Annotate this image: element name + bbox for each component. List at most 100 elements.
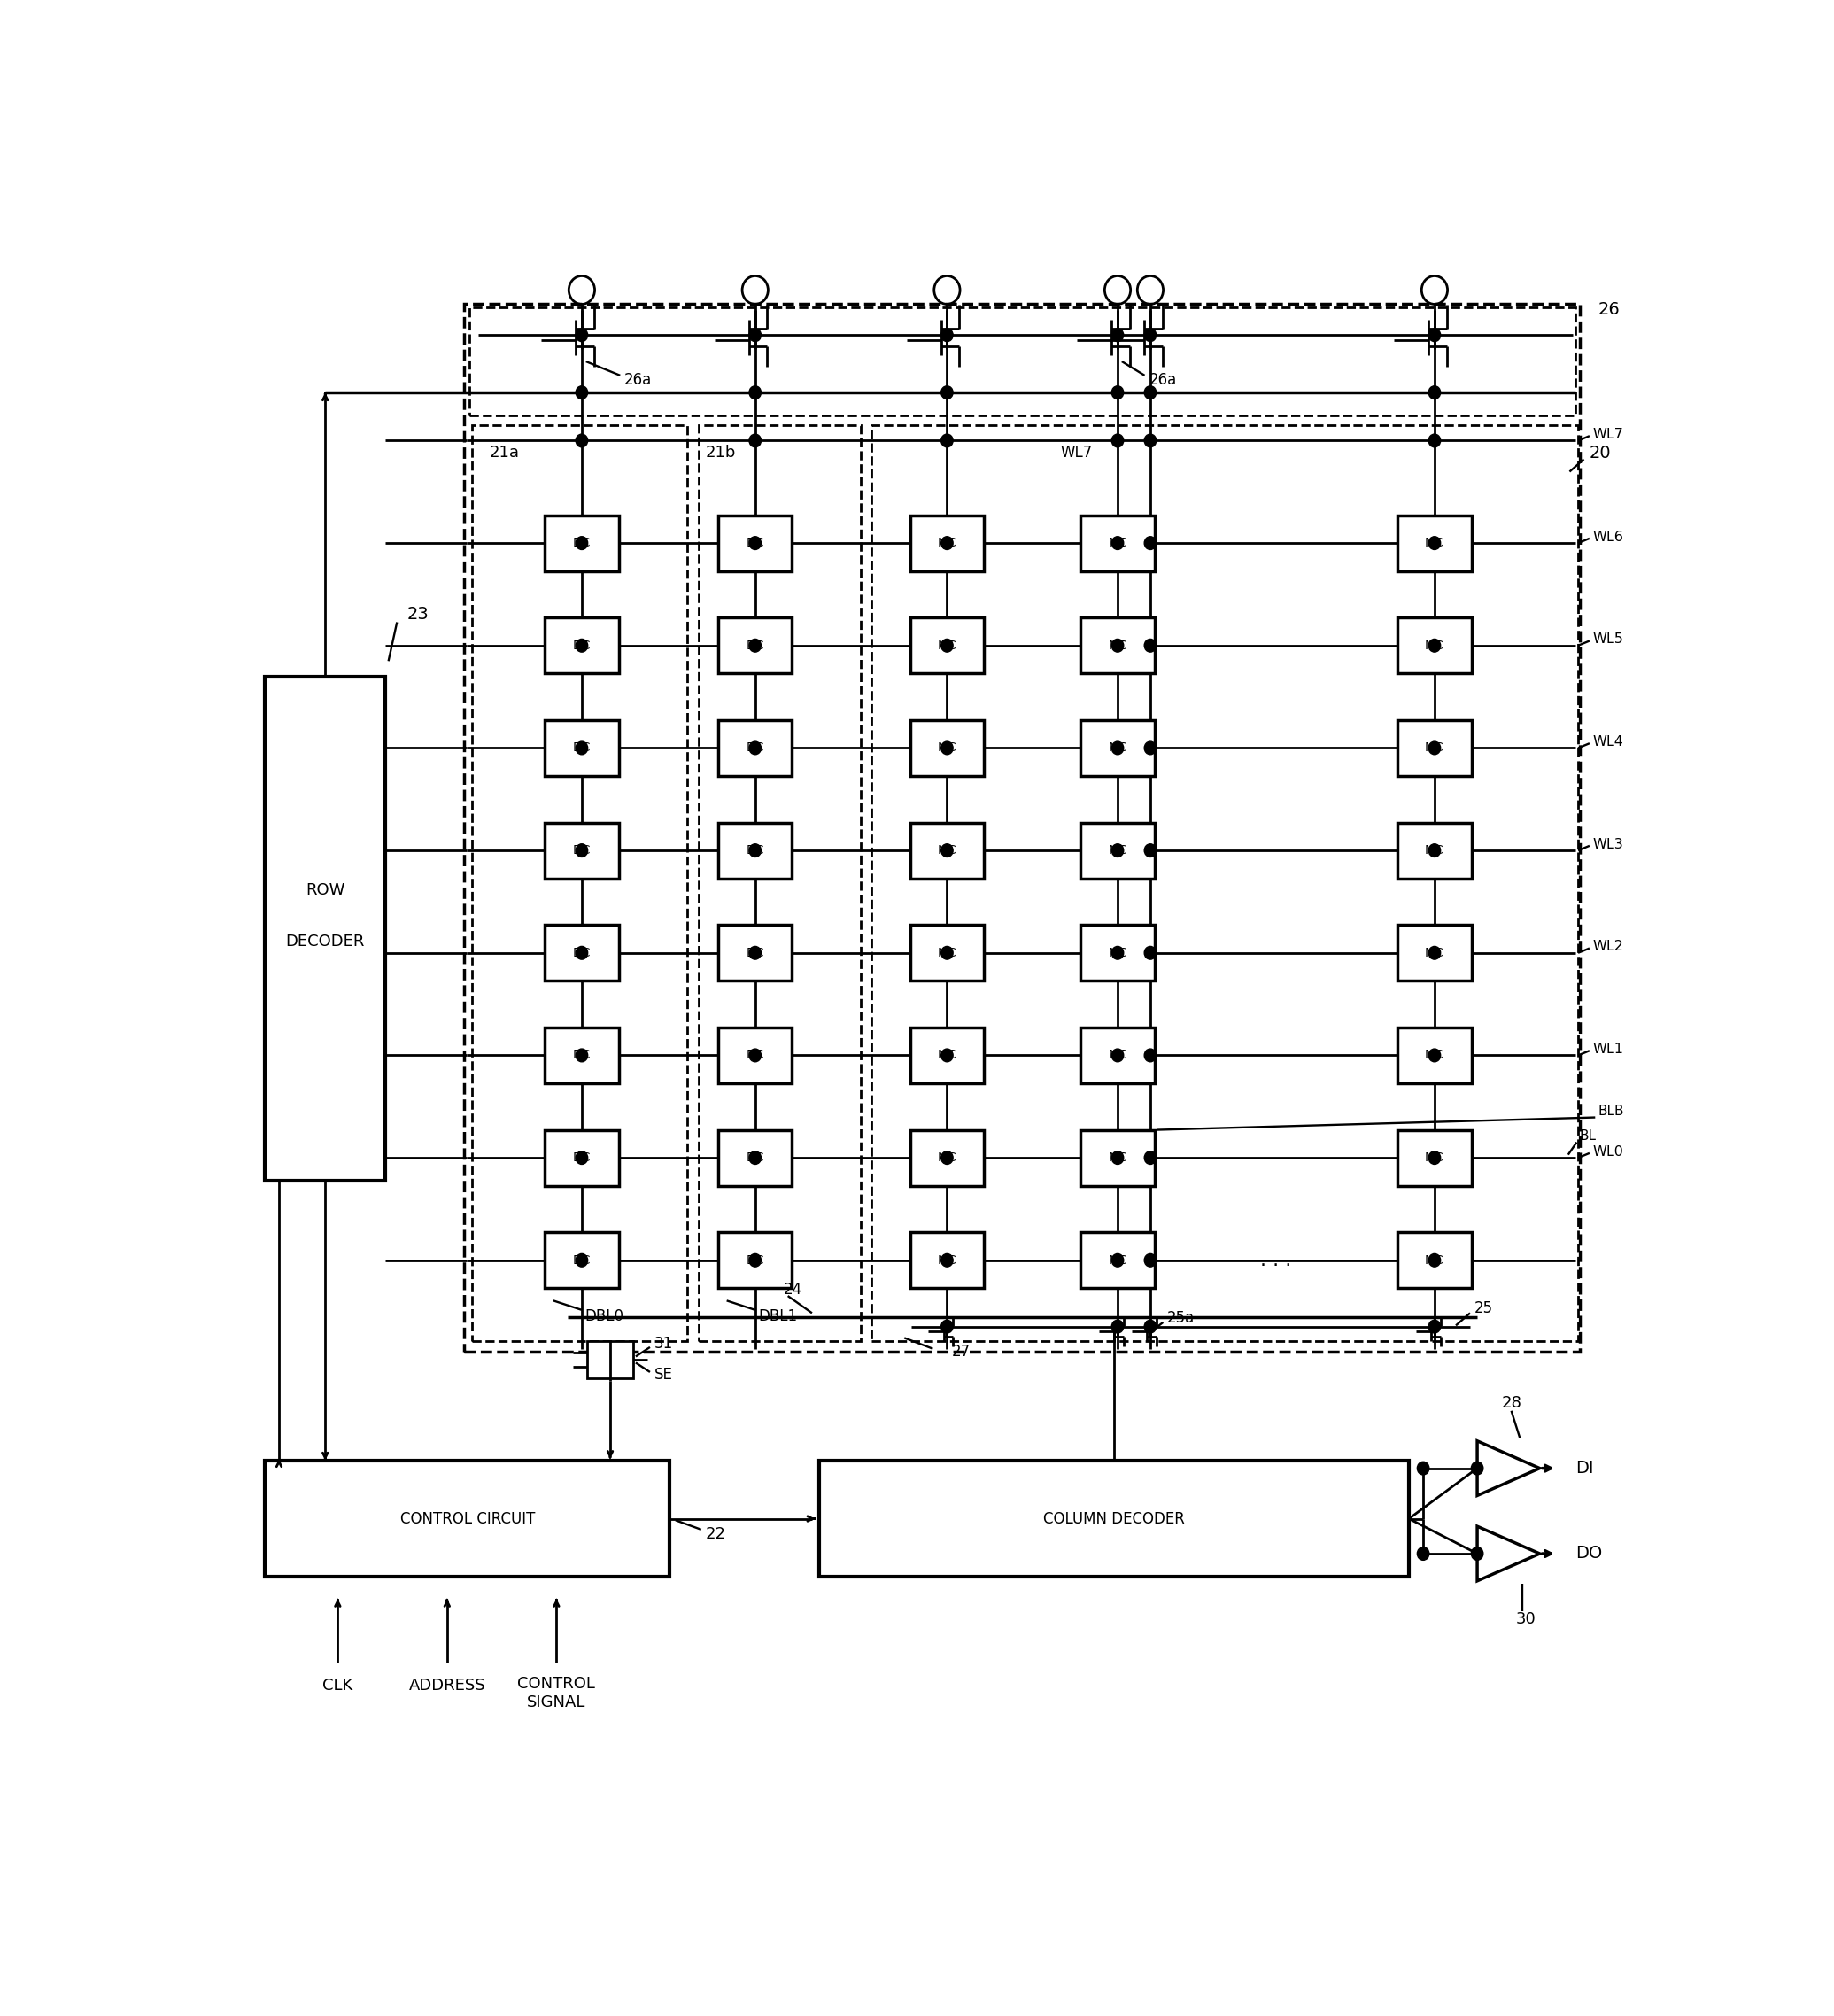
Text: BLB: BLB: [1597, 1105, 1625, 1117]
Text: 26a: 26a: [624, 373, 653, 387]
Bar: [910, 823, 985, 879]
Bar: [719, 1232, 792, 1288]
Circle shape: [576, 385, 587, 399]
Circle shape: [1144, 433, 1155, 448]
Text: DC: DC: [572, 536, 591, 548]
Bar: [719, 925, 792, 982]
Text: WL4: WL4: [1592, 736, 1623, 748]
Text: 28: 28: [1502, 1395, 1522, 1411]
Circle shape: [1471, 1546, 1484, 1560]
Circle shape: [941, 329, 954, 341]
Circle shape: [1144, 742, 1155, 754]
Text: MC: MC: [1425, 1151, 1443, 1163]
Bar: [719, 720, 792, 776]
Circle shape: [748, 329, 761, 341]
Bar: [719, 617, 792, 673]
Text: COLUMN DECODER: COLUMN DECODER: [1044, 1510, 1185, 1526]
Text: WL7: WL7: [1592, 427, 1623, 442]
Bar: [1080, 1129, 1155, 1185]
Circle shape: [1144, 639, 1155, 651]
Text: BL: BL: [1579, 1129, 1596, 1143]
Text: 25: 25: [1475, 1300, 1493, 1316]
Bar: [910, 1028, 985, 1083]
Text: SE: SE: [655, 1367, 673, 1383]
Bar: [910, 1129, 985, 1185]
Circle shape: [576, 1254, 587, 1266]
Circle shape: [1429, 639, 1440, 651]
Circle shape: [1429, 1320, 1440, 1333]
Bar: [587, 1341, 633, 1379]
Text: MC: MC: [1108, 948, 1128, 960]
Circle shape: [941, 1048, 954, 1062]
Text: MC: MC: [1108, 742, 1128, 754]
Text: WL0: WL0: [1592, 1145, 1623, 1159]
Circle shape: [1471, 1462, 1484, 1476]
Bar: [910, 1232, 985, 1288]
Text: CONTROL
SIGNAL: CONTROL SIGNAL: [517, 1675, 596, 1710]
Circle shape: [1429, 845, 1440, 857]
Circle shape: [941, 639, 954, 651]
Text: MC: MC: [937, 845, 957, 857]
Circle shape: [1111, 385, 1124, 399]
Text: MC: MC: [1108, 845, 1128, 857]
Bar: [910, 617, 985, 673]
Circle shape: [1144, 845, 1155, 857]
Circle shape: [748, 946, 761, 960]
Bar: [871, 425, 1577, 1341]
Bar: [264, 677, 385, 1181]
Circle shape: [1144, 1254, 1155, 1266]
Text: MC: MC: [937, 742, 957, 754]
Text: DC: DC: [746, 639, 765, 651]
Circle shape: [941, 433, 954, 448]
Circle shape: [576, 536, 587, 550]
Circle shape: [748, 639, 761, 651]
Circle shape: [748, 742, 761, 754]
Text: MC: MC: [937, 536, 957, 548]
Bar: [545, 617, 618, 673]
Bar: [1398, 823, 1471, 879]
Text: 27: 27: [952, 1345, 970, 1361]
Text: MC: MC: [937, 1254, 957, 1266]
Bar: [1398, 925, 1471, 982]
Text: DC: DC: [572, 845, 591, 857]
Bar: [545, 1129, 618, 1185]
Circle shape: [748, 433, 761, 448]
Text: 20: 20: [1590, 446, 1612, 462]
Text: MC: MC: [1425, 845, 1443, 857]
Bar: [545, 1232, 618, 1288]
Circle shape: [1418, 1462, 1429, 1476]
Circle shape: [1111, 845, 1124, 857]
Text: DC: DC: [746, 948, 765, 960]
Text: DBL0: DBL0: [585, 1308, 624, 1325]
Circle shape: [1429, 385, 1440, 399]
Circle shape: [576, 1048, 587, 1062]
Bar: [910, 925, 985, 982]
Circle shape: [576, 433, 587, 448]
Circle shape: [1418, 1546, 1429, 1560]
Circle shape: [1429, 1254, 1440, 1266]
Bar: [545, 1028, 618, 1083]
Circle shape: [1429, 329, 1440, 341]
Text: ADDRESS: ADDRESS: [409, 1677, 486, 1693]
Text: WL6: WL6: [1592, 530, 1623, 544]
Circle shape: [1429, 1151, 1440, 1165]
Text: DC: DC: [746, 845, 765, 857]
Text: CONTROL CIRCUIT: CONTROL CIRCUIT: [400, 1510, 536, 1526]
Text: DC: DC: [746, 1254, 765, 1266]
Text: WL5: WL5: [1592, 633, 1623, 645]
Bar: [264, 1460, 669, 1577]
Circle shape: [748, 1254, 761, 1266]
Text: DC: DC: [746, 536, 765, 548]
Text: . . .: . . .: [1260, 1252, 1291, 1270]
Bar: [1398, 516, 1471, 571]
Circle shape: [941, 946, 954, 960]
Bar: [1080, 1028, 1155, 1083]
Text: DC: DC: [746, 742, 765, 754]
Bar: [545, 823, 618, 879]
Text: MC: MC: [1108, 1254, 1128, 1266]
Bar: [1398, 1129, 1471, 1185]
Text: WL2: WL2: [1592, 939, 1623, 954]
Circle shape: [1111, 536, 1124, 550]
Text: DC: DC: [572, 742, 591, 754]
Bar: [1080, 516, 1155, 571]
